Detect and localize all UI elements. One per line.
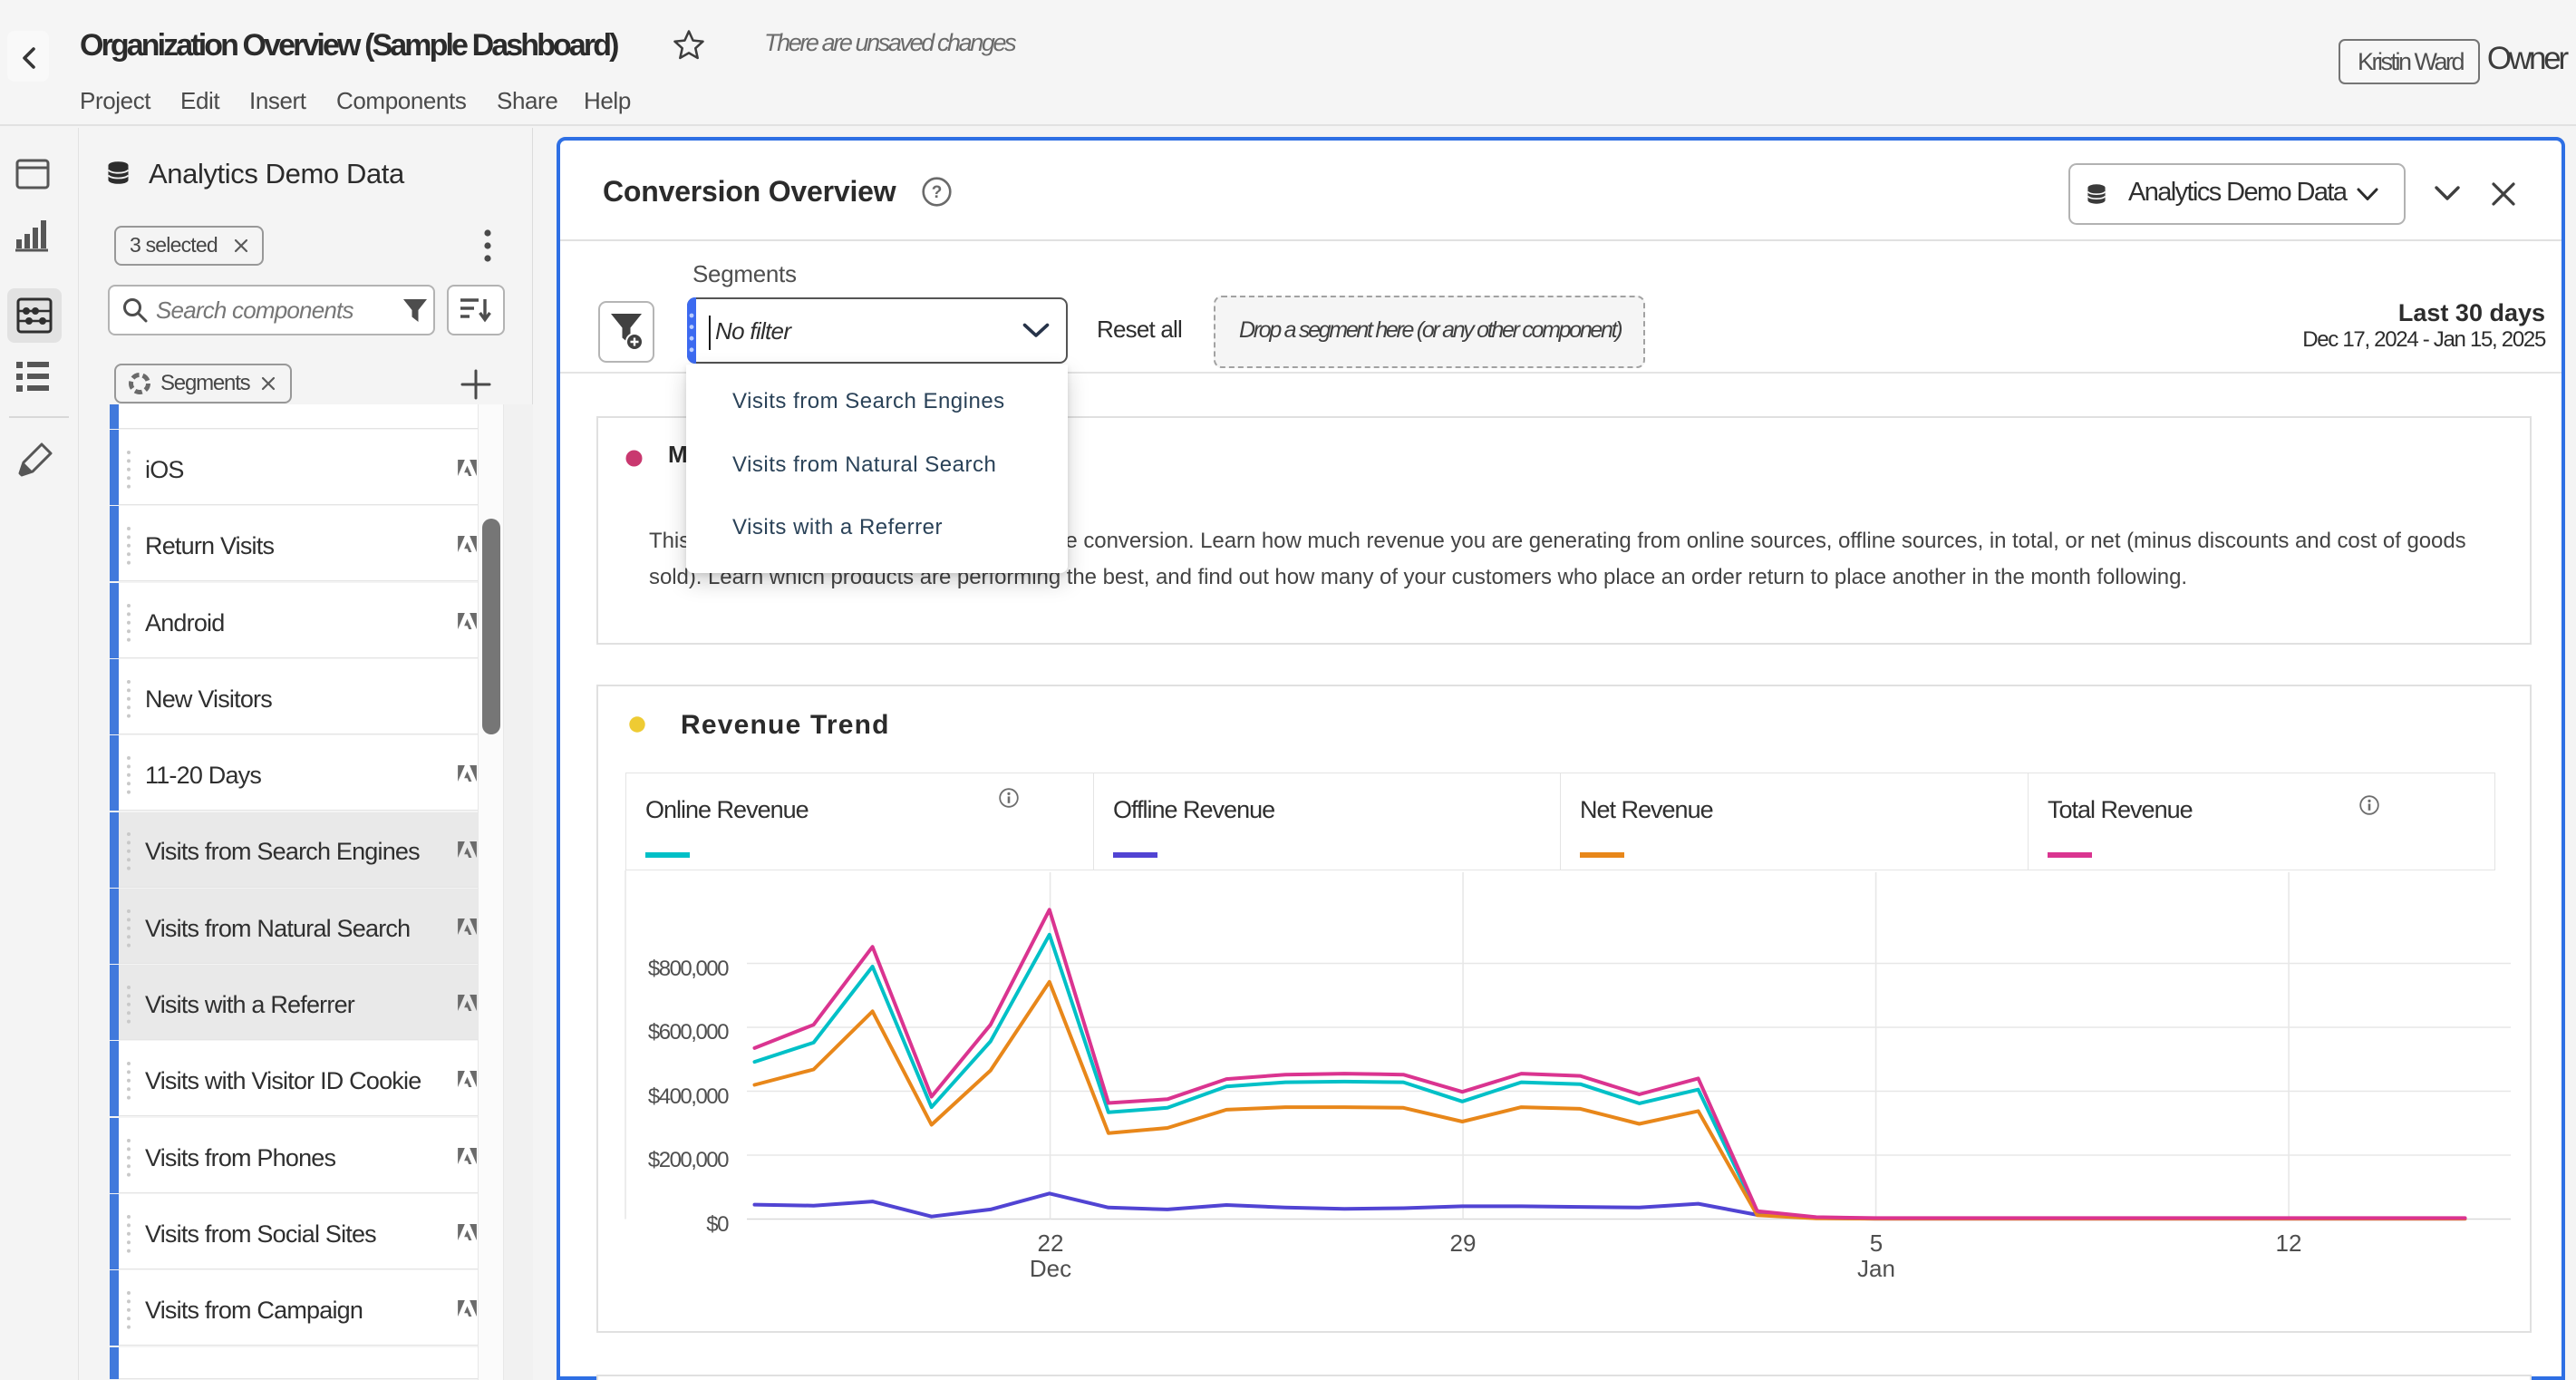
svg-text:?: ? <box>932 183 943 202</box>
